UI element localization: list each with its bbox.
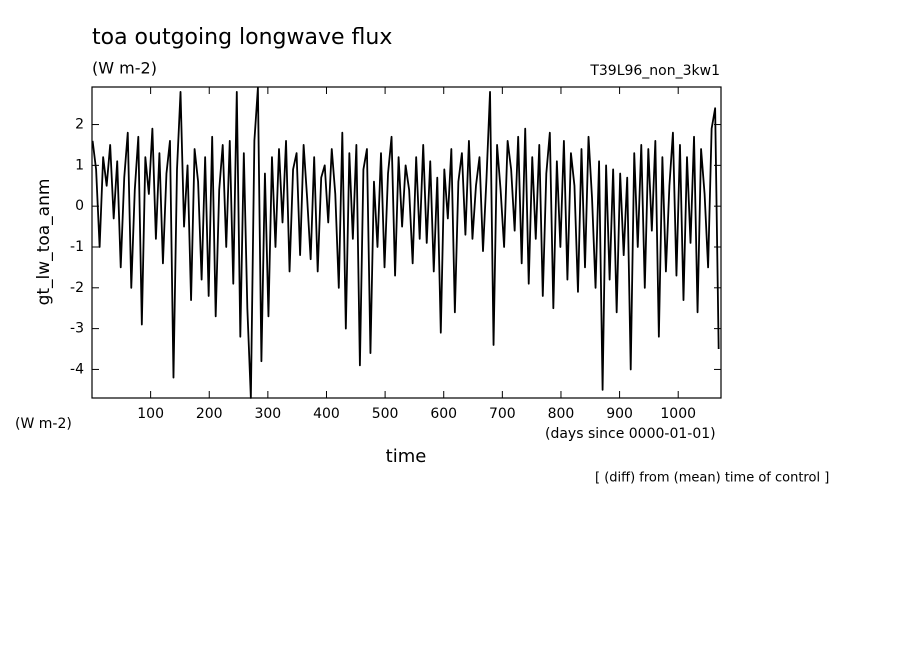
x-tick-label: 700 <box>489 406 516 422</box>
x-tick-label: 500 <box>372 406 399 422</box>
data-line <box>91 86 720 399</box>
x-tick-label: 900 <box>606 406 633 422</box>
y-tick-label: 2 <box>75 117 84 133</box>
x-tick-label: 800 <box>548 406 575 422</box>
x-tick-label: 100 <box>137 406 164 422</box>
x-axis-label: time <box>386 446 427 467</box>
y-tick-label: -1 <box>70 239 84 255</box>
x-tick-label: 400 <box>313 406 340 422</box>
plot-frame <box>91 86 722 399</box>
y-tick-label: -4 <box>70 361 84 377</box>
y-axis-label: gt_lw_toa_anm <box>34 179 54 306</box>
x-tick-label: 1000 <box>660 406 696 422</box>
x-tick-label: 600 <box>430 406 457 422</box>
chart-subtitle: (W m-2) <box>92 59 157 78</box>
x-tick-label: 300 <box>254 406 281 422</box>
y-tick-label: 1 <box>75 157 84 173</box>
run-label: T39L96_non_3kw1 <box>589 63 720 79</box>
chart-title: toa outgoing longwave flux <box>92 25 392 50</box>
x-unit: (days since 0000-01-01) <box>545 426 716 442</box>
y-tick-label: -2 <box>70 280 84 296</box>
y-tick-label: -3 <box>70 321 84 337</box>
x-tick-label: 200 <box>196 406 223 422</box>
y-tick-label: 0 <box>75 198 84 214</box>
y-unit: (W m-2) <box>15 416 72 432</box>
note: [ (diff) from (mean) time of control ] <box>595 471 829 486</box>
